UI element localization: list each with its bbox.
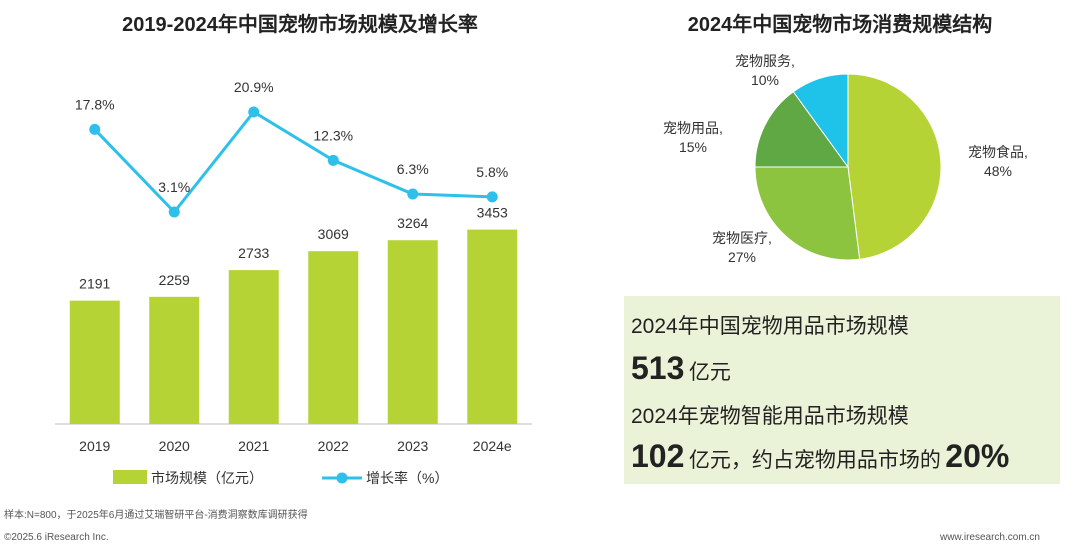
bar-2023: [387, 240, 438, 424]
info-line-3: 2024年宠物智能用品市场规模: [631, 405, 909, 428]
pie-slice-2: [754, 166, 861, 261]
x-tick-2019: 2019: [79, 438, 110, 454]
x-tick-2021: 2021: [238, 438, 269, 454]
pie-slice-4: [792, 73, 849, 169]
legend-line-marker: [336, 472, 348, 484]
legend-bar-swatch: [113, 470, 147, 484]
growth-point-2021: [248, 106, 260, 118]
pie-pct-1: 48%: [984, 163, 1012, 179]
pie-slice-1: [847, 73, 942, 260]
pie-slice-3: [754, 91, 849, 168]
growth-label-2024e: 5.8%: [476, 164, 508, 180]
growth-label-2020: 3.1%: [158, 179, 190, 195]
info-box: 2024年中国宠物用品市场规模 513 亿元 2024年宠物智能用品市场规模 1…: [624, 296, 1060, 484]
legend-bar-label: 市场规模（亿元）: [151, 470, 263, 486]
growth-label-2022: 12.3%: [313, 127, 353, 143]
bar-label-2020: 2259: [159, 272, 190, 288]
growth-point-2022: [327, 154, 339, 166]
info-value-1: 513 亿元: [631, 350, 731, 387]
x-tick-2024e: 2024e: [473, 438, 512, 454]
bar-label-2024e: 3453: [477, 205, 508, 221]
growth-point-2023: [407, 188, 419, 200]
x-tick-2022: 2022: [318, 438, 349, 454]
pie-label-2: 宠物医疗,: [712, 230, 772, 246]
info-value-513: 513: [631, 350, 685, 386]
growth-point-2024e: [486, 191, 498, 203]
bar-2024e: [467, 229, 518, 424]
growth-label-2023: 6.3%: [397, 161, 429, 177]
info-unit-2: 亿元，约占宠物用品市场的: [688, 449, 941, 472]
growth-label-2021: 20.9%: [234, 79, 274, 95]
footer-source: 样本:N=800，于2025年6月通过艾瑞智研平台-消费洞察数库调研获得: [4, 510, 308, 521]
pie-label-3: 宠物用品,: [663, 120, 723, 136]
pie-label-1: 宠物食品,: [968, 144, 1028, 160]
info-unit-1: 亿元: [688, 361, 731, 384]
bar-label-2022: 3069: [318, 226, 349, 242]
growth-rate-line: [93, 110, 493, 215]
pie-pct-4: 10%: [751, 72, 779, 88]
pie-pct-3: 15%: [679, 139, 707, 155]
bar-2022: [308, 251, 359, 424]
info-value-20pct: 20%: [945, 438, 1010, 474]
info-value-2: 102 亿元，约占宠物用品市场的 20%: [631, 438, 1009, 475]
bar-label-2019: 2191: [79, 276, 110, 292]
consumption-structure-pie-chart: 宠物食品, 48% 宠物医疗, 27% 宠物用品, 15% 宠物服务, 10%: [663, 53, 1028, 265]
info-value-102: 102: [631, 438, 685, 474]
left-chart-title: 2019-2024年中国宠物市场规模及增长率: [122, 14, 478, 36]
bar-2021: [228, 270, 279, 424]
bar-2019: [69, 300, 120, 424]
growth-point-2020: [168, 206, 180, 218]
info-line-1: 2024年中国宠物用品市场规模: [631, 315, 909, 338]
footer-website[interactable]: www.iresearch.com.cn: [939, 532, 1040, 543]
market-size-growth-chart: 2191 2019 2259 2020 2733 2021 3069 2022 3264 2023…: [55, 79, 532, 486]
growth-label-2019: 17.8%: [75, 96, 115, 112]
x-tick-2023: 2023: [397, 438, 428, 454]
pie-label-4: 宠物服务,: [735, 53, 795, 69]
bar-label-2021: 2733: [238, 245, 269, 261]
growth-point-2019: [89, 123, 101, 135]
bar-2020: [149, 296, 200, 424]
legend-line-label: 增长率（%）: [366, 470, 448, 486]
x-tick-2020: 2020: [159, 438, 190, 454]
footer-copyright: ©2025.6 iResearch Inc.: [4, 532, 109, 543]
pie-pct-2: 27%: [728, 249, 756, 265]
right-chart-title: 2024年中国宠物市场消费规模结构: [687, 14, 993, 36]
bar-label-2023: 3264: [397, 215, 428, 231]
